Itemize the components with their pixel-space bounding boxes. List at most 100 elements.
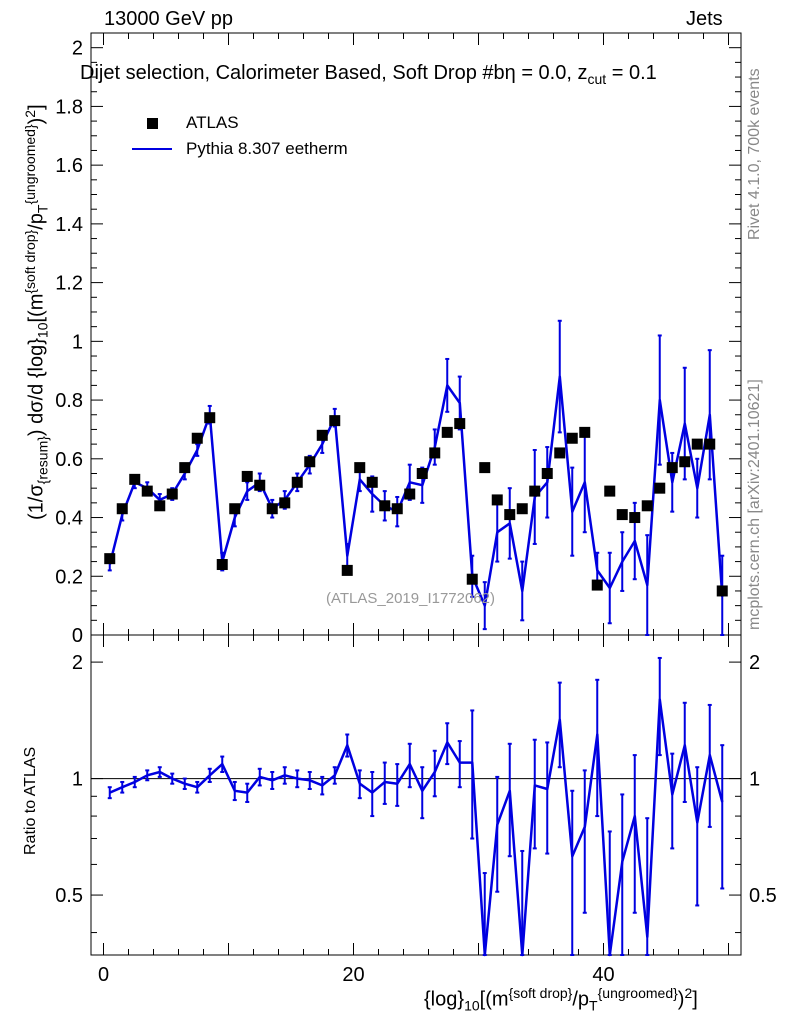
atlas-point [616,509,628,521]
pythia-line [108,375,724,607]
atlas-point [716,585,728,597]
y-tick-label: 2 [72,38,83,60]
atlas-point [116,503,128,515]
atlas-point [379,500,391,512]
y-tick-label: 1.4 [55,214,83,236]
atlas-point [341,564,353,576]
legend-item-pythia: Pythia 8.307 eetherm [132,139,348,159]
x-tick-label: 40 [592,964,614,986]
chart-title-main: Dijet selection, Calorimeter Based, Soft… [80,62,505,84]
y-tick-label: 1.2 [55,273,83,295]
ratio-tick-label-left: 2 [72,652,83,674]
y-tick-label: 1 [72,331,83,353]
atlas-point [366,476,378,488]
atlas-point [566,432,578,444]
ratio-tick-label-left: 0.5 [55,885,83,907]
atlas-point [241,470,253,482]
side-label-rivet: Rivet 4.1.0, 700k events [746,68,763,240]
y-tick-label: 0.4 [55,508,83,530]
atlas-point [191,432,203,444]
chart-title-end: = 0.1 [606,62,657,84]
y-tick-label: 0.8 [55,390,83,412]
x-tick-label: 20 [342,964,364,986]
atlas-point [516,503,528,515]
atlas-point [454,418,466,430]
atlas-point [229,503,241,515]
header-jets-label: Jets [686,8,723,30]
atlas-point [216,559,228,571]
atlas-point [204,412,216,424]
atlas-point [529,485,541,497]
tick-labels: 00.20.40.60.811.21.41.61.820 20 400.5 0.51 1… [55,38,777,986]
atlas-point [166,488,178,500]
atlas-point [654,482,666,494]
atlas-point [404,488,416,500]
atlas-point [629,512,641,524]
chart-title: Dijet selection, Calorimeter Based, Soft… [80,62,657,87]
pythia-error-bars [107,319,725,636]
atlas-point [354,462,366,474]
atlas-point [641,500,653,512]
atlas-marker-icon [146,117,158,129]
atlas-point [391,503,403,515]
ratio-tick-label-left: 1 [72,769,83,791]
atlas-point [541,467,553,479]
atlas-point [491,494,503,506]
y-tick-label: 1.6 [55,155,83,177]
atlas-point [466,573,478,585]
atlas-point [604,485,616,497]
ratio-line [109,698,724,957]
atlas-point [691,438,703,450]
atlas-point [704,438,716,450]
ratio-panel-frame [90,634,742,956]
pythia-series [108,375,724,607]
atlas-point [554,447,566,459]
legend-label-pythia: Pythia 8.307 eetherm [186,139,348,158]
x-axis-label: {log}10[(m{soft drop}/pT{ungroomed})2] [424,985,698,1014]
atlas-point [104,553,116,565]
atlas-series [104,412,728,597]
ratio-y-axis-label: Ratio to ATLAS [22,746,39,855]
pythia-line-icon [132,148,172,150]
side-label-mcplots: mcplots.cern.ch [arXiv:2401.10621] [746,379,763,630]
atlas-point [179,462,191,474]
axes-group [91,32,741,955]
main-y-axis-label: (1/σ{resum}) dσ/d {log}10[(m{soft drop}/… [22,104,51,520]
y-tick-label: 1.8 [55,96,83,118]
atlas-point [479,462,491,474]
x-tick-label: 0 [98,964,109,986]
atlas-point [504,509,516,521]
atlas-point [441,426,453,438]
ratio-tick-label-right: 1 [749,769,760,791]
y-tick-label: 0 [72,625,83,647]
ratio-tick-label-right: 2 [749,652,760,674]
ratio-series [109,698,724,957]
atlas-point [666,462,678,474]
atlas-point [329,415,341,427]
atlas-point [316,429,328,441]
legend-label-atlas: ATLAS [186,113,239,132]
atlas-point [304,456,316,468]
ratio-tick-label-right: 0.5 [749,885,777,907]
atlas-point [591,579,603,591]
y-tick-label: 0.6 [55,449,83,471]
atlas-point [679,456,691,468]
analysis-watermark: (ATLAS_2019_I1772062) [326,590,496,607]
chart-title-eta: η = 0.0, z [504,62,588,84]
header-energy-label: 13000 GeV pp [104,8,233,30]
atlas-point [154,500,166,512]
legend-item-atlas: ATLAS [132,113,239,133]
atlas-point [254,479,266,491]
atlas-point [141,485,153,497]
atlas-point [266,503,278,515]
atlas-point [291,476,303,488]
atlas-point [416,467,428,479]
y-tick-label: 0.2 [55,566,83,588]
atlas-point [579,426,591,438]
atlas-point [279,497,291,509]
chart-title-cut: cut [587,71,607,87]
atlas-point [429,447,441,459]
ratio-error-bars [107,656,725,956]
atlas-point [129,473,141,485]
